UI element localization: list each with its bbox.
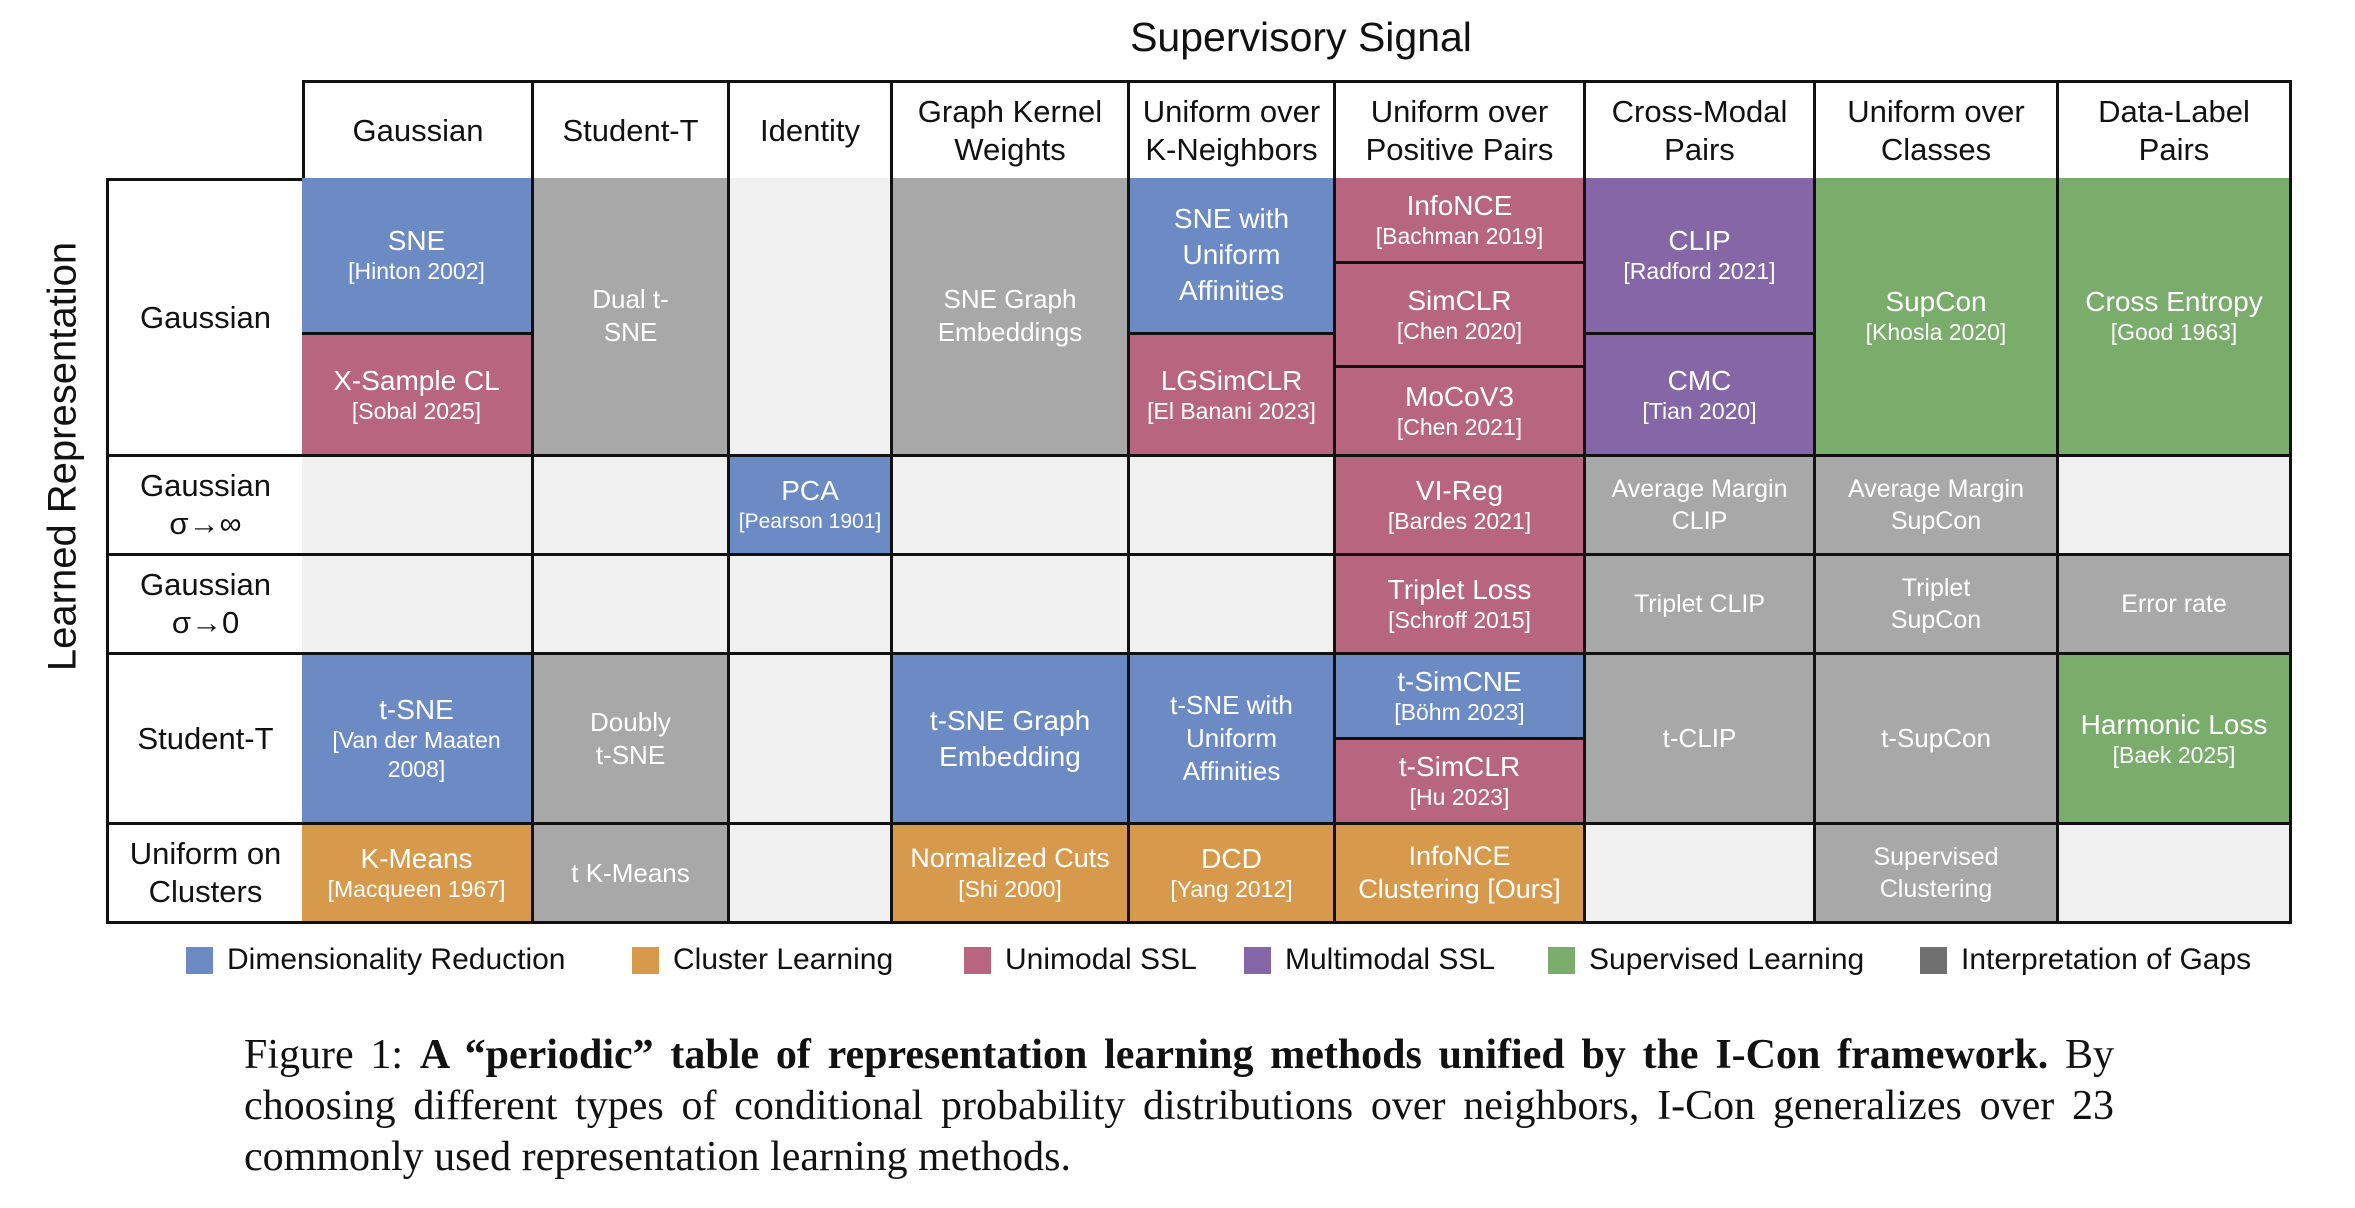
col-header-uniform-classes: Uniform over Classes	[1816, 80, 2059, 178]
cell-simclr: SimCLR [Chen 2020]	[1336, 264, 1586, 368]
cell-t-supcon: t-SupCon	[1816, 655, 2059, 825]
cell-tsimcne: t-SimCNE [Böhm 2023]	[1336, 655, 1586, 740]
cell-empty	[534, 457, 730, 556]
cell-k-means: K-Means [Macqueen 1967]	[302, 825, 534, 924]
cell-tsne-graph-embedding: t-SNE Graph Embedding	[893, 655, 1130, 825]
cell-supervised-clustering: Supervised Clustering	[1816, 825, 2059, 924]
legend-item: Dimensionality Reduction	[186, 943, 566, 977]
col-header-gaussian: Gaussian	[302, 80, 534, 178]
cell-error-rate: Error rate	[2059, 556, 2292, 655]
cell-triplet-loss: Triplet Loss [Schroff 2015]	[1336, 556, 1586, 655]
cell-sne: SNE [Hinton 2002]	[302, 178, 534, 335]
cell-x-sample-cl: X-Sample CL [Sobal 2025]	[302, 335, 534, 457]
cell-infonce-clustering: InfoNCE Clustering [Ours]	[1336, 825, 1586, 924]
col-header-data-label: Data-Label Pairs	[2059, 80, 2292, 178]
cell-empty	[1586, 825, 1816, 924]
row-label-gaussian: Gaussian	[106, 178, 302, 457]
col-header-student-t: Student-T	[534, 80, 730, 178]
cell-sne-graph-embeddings: SNE Graph Embeddings	[893, 178, 1130, 457]
cell-empty	[1130, 457, 1336, 556]
legend-item: Interpretation of Gaps	[1920, 943, 2251, 977]
col-header-cross-modal: Cross-Modal Pairs	[1586, 80, 1816, 178]
col-header-identity: Identity	[730, 80, 893, 178]
cell-empty	[893, 457, 1130, 556]
cell-clip: CLIP [Radford 2021]	[1586, 178, 1816, 335]
legend-swatch-pink	[964, 946, 991, 974]
cell-empty	[893, 556, 1130, 655]
cell-infonce: InfoNCE [Bachman 2019]	[1336, 178, 1586, 264]
row-label-gaussian-zero: Gaussian σ→0	[106, 556, 302, 655]
cell-empty	[534, 556, 730, 655]
legend-swatch-purple	[1244, 946, 1271, 974]
cell-vi-reg: VI-Reg [Bardes 2021]	[1336, 457, 1586, 556]
cell-empty	[302, 457, 534, 556]
cell-supcon: SupCon [Khosla 2020]	[1816, 178, 2059, 457]
legend-swatch-gray	[1920, 946, 1947, 974]
cell-dcd: DCD [Yang 2012]	[1130, 825, 1336, 924]
legend-item: Multimodal SSL	[1244, 943, 1495, 977]
legend-item: Unimodal SSL	[964, 943, 1197, 977]
cell-empty	[730, 556, 893, 655]
legend-swatch-green	[1548, 946, 1575, 974]
cell-doubly-tsne: Doubly t-SNE	[534, 655, 730, 825]
cell-tsne-uniform-affinities: t-SNE with Uniform Affinities	[1130, 655, 1336, 825]
cell-normalized-cuts: Normalized Cuts [Shi 2000]	[893, 825, 1130, 924]
cell-empty	[730, 178, 893, 457]
cell-cross-entropy: Cross Entropy [Good 1963]	[2059, 178, 2292, 457]
figure-caption: Figure 1: A “periodic” table of represen…	[244, 1032, 2115, 1180]
cell-lgsimclr: LGSimCLR [El Banani 2023]	[1130, 335, 1336, 457]
cell-triplet-supcon: Triplet SupCon	[1816, 556, 2059, 655]
legend-swatch-blue	[186, 946, 213, 974]
cell-empty	[730, 825, 893, 924]
cell-cmc: CMC [Tian 2020]	[1586, 335, 1816, 457]
cell-sne-uniform-affinities: SNE with Uniform Affinities	[1130, 178, 1336, 335]
cell-empty	[730, 655, 893, 825]
cell-tsimclr: t-SimCLR [Hu 2023]	[1336, 740, 1586, 825]
legend-swatch-orange	[632, 946, 659, 974]
cell-tsne: t-SNE [Van der Maaten 2008]	[302, 655, 534, 825]
cell-harmonic-loss: Harmonic Loss [Baek 2025]	[2059, 655, 2292, 825]
col-header-uniform-kneighbors: Uniform over K-Neighbors	[1130, 80, 1336, 178]
legend-item: Supervised Learning	[1548, 943, 1864, 977]
cell-triplet-clip: Triplet CLIP	[1586, 556, 1816, 655]
legend: Dimensionality Reduction Cluster Learnin…	[0, 943, 2355, 983]
col-header-graph-kernel: Graph Kernel Weights	[893, 80, 1130, 178]
row-label-gaussian-inf: Gaussian σ→∞	[106, 457, 302, 556]
cell-average-margin-clip: Average Margin CLIP	[1586, 457, 1816, 556]
cell-pca: PCA [Pearson 1901]	[730, 457, 893, 556]
cell-t-clip: t-CLIP	[1586, 655, 1816, 825]
cell-t-k-means: t K-Means	[534, 825, 730, 924]
cell-empty	[2059, 825, 2292, 924]
cell-empty	[2059, 457, 2292, 556]
cell-empty	[1130, 556, 1336, 655]
legend-item: Cluster Learning	[632, 943, 893, 977]
row-label-uniform-clusters: Uniform on Clusters	[106, 825, 302, 924]
cell-mocov3: MoCoV3 [Chen 2021]	[1336, 368, 1586, 457]
row-label-student-t: Student-T	[106, 655, 302, 825]
cell-average-margin-supcon: Average Margin SupCon	[1816, 457, 2059, 556]
cell-dual-tsne: Dual t-SNE	[534, 178, 730, 457]
cell-empty	[302, 556, 534, 655]
col-header-uniform-positive-pairs: Uniform over Positive Pairs	[1336, 80, 1586, 178]
